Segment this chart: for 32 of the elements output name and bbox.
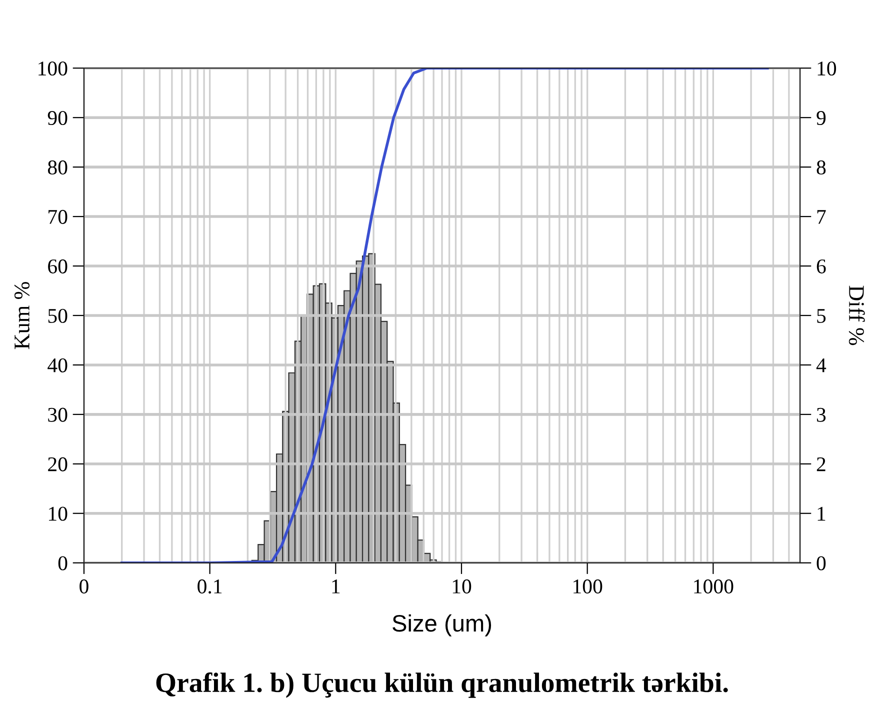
y-tick-label: 60 (48, 259, 68, 274)
y-tick-label: 30 (48, 408, 68, 422)
x-tick-label: 0 (80, 579, 88, 594)
y-tick-label: 50 (48, 308, 68, 323)
y2-tick-label: 4 (816, 358, 826, 372)
x-tick-label: 100 (574, 579, 602, 594)
x-tick-label: 10 (452, 579, 472, 594)
x-axis-title: Size (um) (392, 614, 492, 636)
text: Qrafik 1. b) Uçucu külün qranulometrik tərkibi. (156, 672, 728, 698)
x-tick-label: 1 (332, 580, 340, 594)
y2-tick-label: 8 (816, 160, 826, 174)
y2-tick-label: 5 (817, 309, 826, 323)
y-tick-label: 90 (48, 110, 68, 126)
y2-axis-title: Diff % (848, 286, 865, 346)
y-tick-label: 100 (38, 61, 68, 76)
y-tick-label: 10 (49, 506, 68, 521)
x-tick-label: 1000 (694, 579, 734, 594)
y2-tick-label: 6 (816, 259, 826, 274)
y-tick-label: 20 (48, 457, 68, 472)
y2-tick-label: 2 (816, 457, 826, 472)
y-axis-title: Kum % (14, 282, 30, 350)
y2-tick-label: 0 (816, 556, 826, 570)
y2-tick-label: 1 (818, 506, 826, 521)
x-tick-label: 0.1 (198, 579, 222, 594)
y2-tick-label: 10 (818, 61, 836, 76)
y2-tick-label: 9 (816, 111, 826, 126)
y2-tick-label: 7 (817, 210, 826, 224)
y2-tick-label: 3 (816, 408, 826, 422)
y-tick-label: 40 (48, 358, 68, 372)
y-tick-label: 0 (58, 556, 68, 570)
y-tick-label: 70 (48, 210, 68, 224)
y-tick-label: 80 (48, 160, 68, 174)
